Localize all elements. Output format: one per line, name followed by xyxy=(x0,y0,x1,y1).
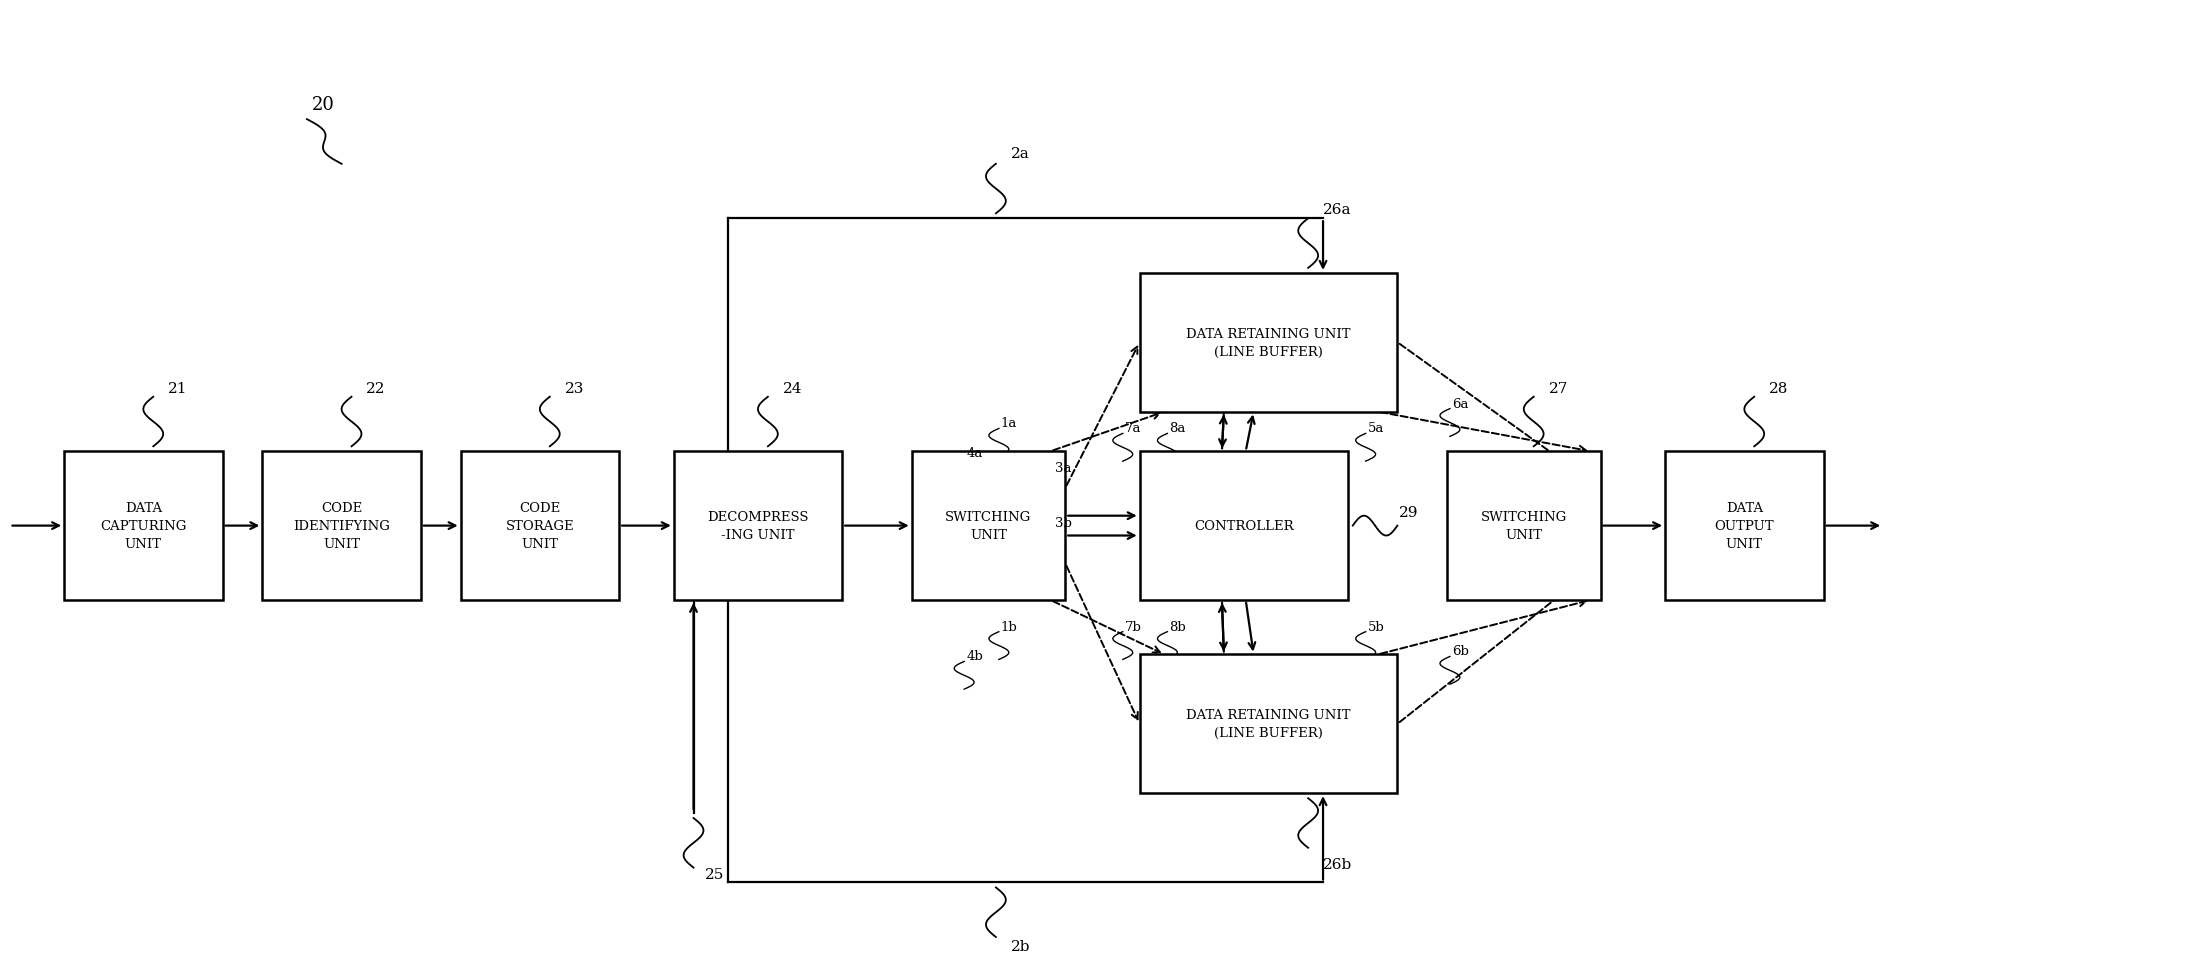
Text: 25: 25 xyxy=(705,867,725,880)
FancyBboxPatch shape xyxy=(674,452,843,601)
FancyBboxPatch shape xyxy=(1140,452,1348,601)
Text: 6a: 6a xyxy=(1452,397,1469,410)
Text: DECOMPRESS
-ING UNIT: DECOMPRESS -ING UNIT xyxy=(707,510,808,542)
Text: 3b: 3b xyxy=(1056,516,1072,530)
Text: DATA
OUTPUT
UNIT: DATA OUTPUT UNIT xyxy=(1715,502,1774,551)
FancyBboxPatch shape xyxy=(1665,452,1823,601)
Text: 26a: 26a xyxy=(1322,203,1351,217)
Text: SWITCHING
UNIT: SWITCHING UNIT xyxy=(944,510,1032,542)
Text: 7b: 7b xyxy=(1124,620,1142,633)
Text: 4b: 4b xyxy=(966,650,984,663)
Text: 2a: 2a xyxy=(1010,147,1030,160)
Text: 27: 27 xyxy=(1548,382,1568,395)
FancyBboxPatch shape xyxy=(461,452,619,601)
Text: DATA RETAINING UNIT
(LINE BUFFER): DATA RETAINING UNIT (LINE BUFFER) xyxy=(1186,708,1351,740)
Text: 29: 29 xyxy=(1399,505,1419,519)
Text: 23: 23 xyxy=(564,382,584,395)
FancyBboxPatch shape xyxy=(261,452,422,601)
Text: 3a: 3a xyxy=(1056,461,1072,475)
Text: 21: 21 xyxy=(169,382,187,395)
Text: 4a: 4a xyxy=(966,447,982,459)
Text: CODE
IDENTIFYING
UNIT: CODE IDENTIFYING UNIT xyxy=(294,502,391,551)
Text: SWITCHING
UNIT: SWITCHING UNIT xyxy=(1480,510,1568,542)
Text: 5a: 5a xyxy=(1368,422,1383,435)
Text: DATA RETAINING UNIT
(LINE BUFFER): DATA RETAINING UNIT (LINE BUFFER) xyxy=(1186,328,1351,358)
Text: 8b: 8b xyxy=(1170,620,1186,633)
Text: 5b: 5b xyxy=(1368,620,1383,633)
Text: 26b: 26b xyxy=(1322,856,1353,871)
Text: 8a: 8a xyxy=(1170,422,1186,435)
Text: 24: 24 xyxy=(782,382,802,395)
Text: 6b: 6b xyxy=(1452,645,1469,657)
Text: 20: 20 xyxy=(312,96,334,114)
Text: 22: 22 xyxy=(367,382,386,395)
Text: 1a: 1a xyxy=(1001,417,1017,430)
Text: 28: 28 xyxy=(1770,382,1788,395)
FancyBboxPatch shape xyxy=(1140,274,1397,412)
FancyBboxPatch shape xyxy=(1447,452,1601,601)
Text: CODE
STORAGE
UNIT: CODE STORAGE UNIT xyxy=(505,502,573,551)
Text: CONTROLLER: CONTROLLER xyxy=(1195,520,1293,532)
FancyBboxPatch shape xyxy=(64,452,222,601)
Text: 2b: 2b xyxy=(1010,939,1030,953)
Text: DATA
CAPTURING
UNIT: DATA CAPTURING UNIT xyxy=(101,502,187,551)
FancyBboxPatch shape xyxy=(911,452,1065,601)
Text: 7a: 7a xyxy=(1124,422,1142,435)
Text: 1b: 1b xyxy=(1001,620,1017,633)
FancyBboxPatch shape xyxy=(1140,654,1397,794)
